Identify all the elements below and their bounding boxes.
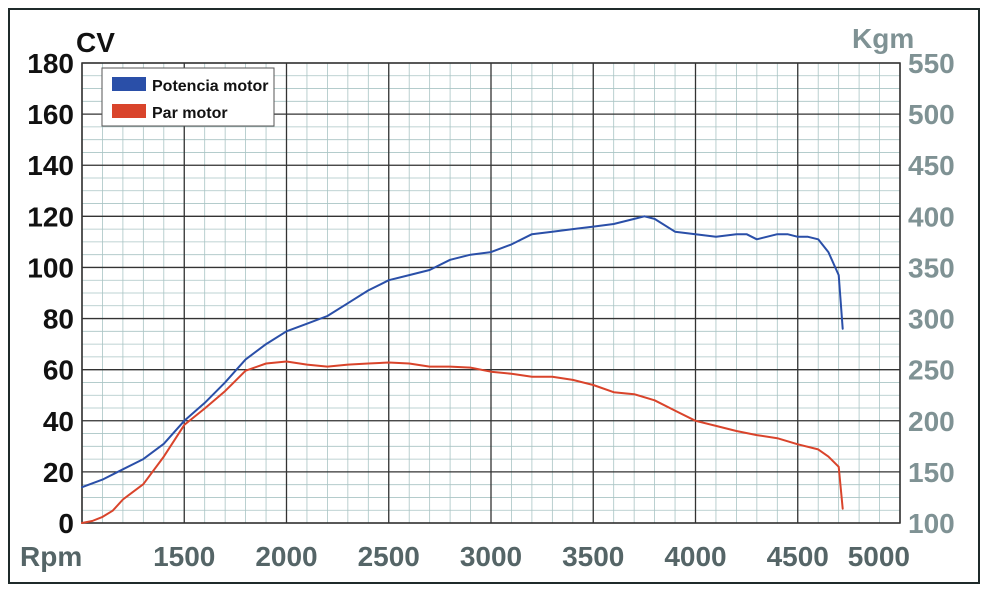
right-tick-label: 550 xyxy=(908,48,955,79)
left-tick-label: 60 xyxy=(43,355,74,386)
x-tick-label: 4000 xyxy=(664,541,726,572)
left-tick-label: 40 xyxy=(43,406,74,437)
left-axis-ticks: 0 20 40 60 80 100 120 140 160 180 xyxy=(27,48,74,539)
left-tick-label: 160 xyxy=(27,99,74,130)
right-axis-title: Kgm xyxy=(852,23,914,54)
x-tick-label: 2000 xyxy=(255,541,317,572)
right-tick-label: 200 xyxy=(908,406,955,437)
x-tick-label: 5000 xyxy=(848,541,910,572)
series-line-potencia-motor xyxy=(81,215,844,489)
x-tick-label: 3500 xyxy=(562,541,624,572)
right-tick-label: 150 xyxy=(908,457,955,488)
right-axis-ticks: 100 150 200 250 300 350 400 450 500 550 xyxy=(908,48,955,539)
right-tick-label: 500 xyxy=(908,99,955,130)
left-tick-label: 120 xyxy=(27,201,74,232)
plot-border xyxy=(81,62,901,524)
series-layer xyxy=(81,215,844,524)
left-tick-label: 80 xyxy=(43,304,74,335)
left-tick-label: 180 xyxy=(27,48,74,79)
left-axis-title: CV xyxy=(76,27,115,58)
right-tick-label: 350 xyxy=(908,252,955,283)
right-tick-label: 400 xyxy=(908,201,955,232)
legend-label-potencia: Potencia motor xyxy=(152,78,268,95)
legend: Potencia motor Par motor xyxy=(101,67,275,127)
right-tick-label: 100 xyxy=(908,508,955,539)
series-line-par-motor xyxy=(81,360,844,524)
left-tick-label: 100 xyxy=(27,252,74,283)
right-tick-label: 250 xyxy=(908,355,955,386)
right-tick-label: 450 xyxy=(908,150,955,181)
x-tick-label: 2500 xyxy=(358,541,420,572)
x-axis-ticks: 1500 2000 2500 3000 3500 4000 4500 5000 xyxy=(153,541,910,572)
x-tick-label: 3000 xyxy=(460,541,522,572)
x-tick-label: 4500 xyxy=(767,541,829,572)
legend-swatch-potencia xyxy=(112,77,146,91)
legend-label-par: Par motor xyxy=(152,105,228,122)
left-tick-label: 20 xyxy=(43,457,74,488)
left-tick-label: 140 xyxy=(27,150,74,181)
x-tick-label: 1500 xyxy=(153,541,215,572)
legend-swatch-par xyxy=(112,104,146,118)
right-tick-label: 300 xyxy=(908,304,955,335)
left-tick-label: 0 xyxy=(58,508,74,539)
x-axis-title: Rpm xyxy=(20,541,82,572)
